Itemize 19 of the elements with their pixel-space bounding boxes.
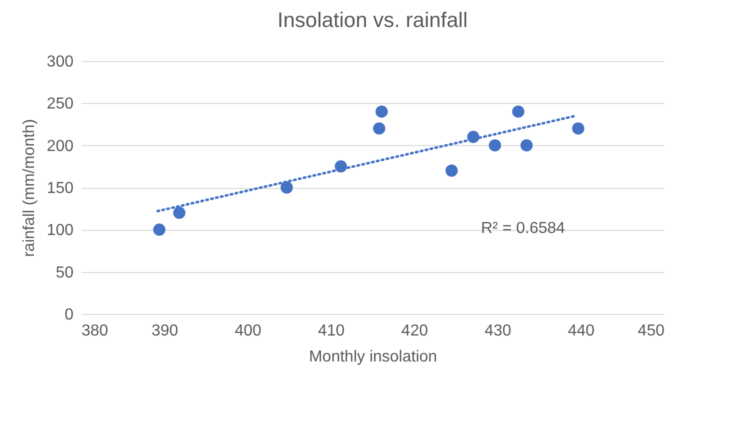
x-axis-title: Monthly insolation [308,348,438,366]
x-tick-label: 450 [638,322,665,340]
annotation: R² = 0.6584 [481,220,566,237]
y-axis-title: rainfall (mm/month) [20,119,38,257]
x-tick-label: 380 [82,322,108,340]
y-tick-label: 100 [46,222,74,240]
y-tick-label: 200 [46,138,74,155]
x-tick-label: 440 [568,322,595,340]
y-tick-label: 50 [56,264,74,282]
x-tick-label: 400 [234,322,262,340]
x-tick-label: 420 [401,322,428,340]
y-tick-label: 0 [64,306,74,324]
x-tick-label: 430 [484,322,512,340]
y-tick-label: 300 [46,54,74,70]
y-tick-label: 150 [46,180,74,197]
chart-title: Insolation vs. rainfall [277,9,468,32]
x-tick-label: 390 [151,322,178,340]
x-tick-label: 410 [318,322,345,340]
y-tick-label: 250 [46,96,74,113]
